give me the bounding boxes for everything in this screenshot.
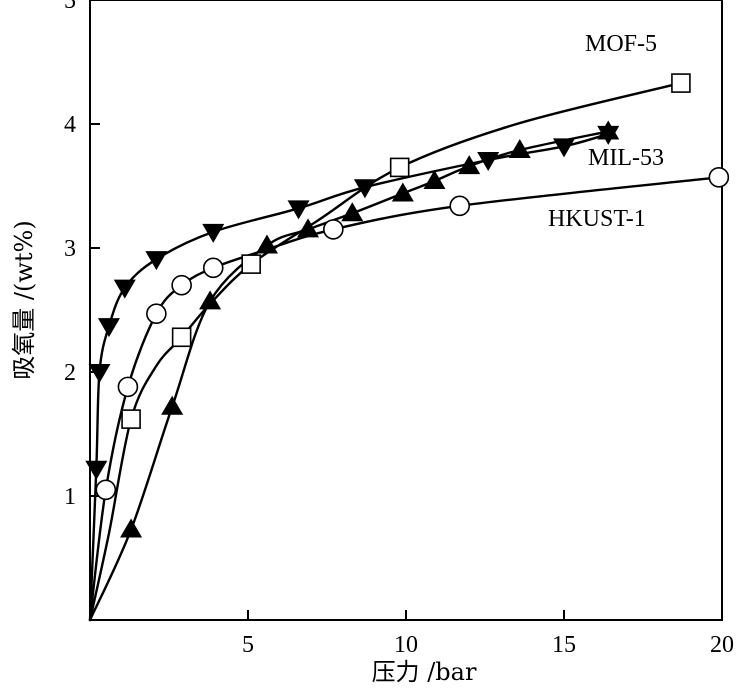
data-point-unlabeled bbox=[113, 279, 136, 299]
series-label-hkust1: HKUST-1 bbox=[548, 206, 646, 232]
data-point-mil53 bbox=[508, 139, 531, 159]
data-point-unlabeled bbox=[553, 138, 575, 158]
y-tick-label: 1 bbox=[64, 484, 76, 510]
data-point-unlabeled bbox=[88, 364, 111, 383]
data-point-unlabeled bbox=[597, 125, 620, 145]
y-tick-label: 2 bbox=[64, 360, 76, 386]
y-tick-label: 3 bbox=[64, 236, 76, 262]
data-point-mil53 bbox=[161, 395, 184, 415]
data-point-hkust1 bbox=[171, 274, 192, 296]
y-tick-label: 5 bbox=[64, 0, 76, 14]
x-axis-ticks: 5 10 15 20 bbox=[242, 610, 734, 658]
data-point-hkust1 bbox=[95, 479, 117, 501]
data-point-unlabeled bbox=[287, 200, 310, 220]
series-line-mil53 bbox=[88, 130, 610, 622]
x-tick-label: 5 bbox=[242, 632, 254, 658]
data-point-mil53 bbox=[391, 182, 414, 202]
data-point-mil53 bbox=[297, 218, 320, 238]
x-tick-label: 10 bbox=[394, 632, 418, 658]
data-point-mof5 bbox=[671, 73, 691, 93]
data-point-mil53 bbox=[120, 518, 143, 538]
y-axis-ticks: 1 2 3 4 5 bbox=[64, 0, 100, 510]
data-point-mof5 bbox=[389, 157, 410, 178]
x-axis-label: 压力 /bar bbox=[372, 658, 477, 686]
series-line-mof5 bbox=[88, 81, 683, 622]
data-point-mil53 bbox=[199, 290, 222, 310]
data-point-unlabeled bbox=[97, 318, 120, 338]
plot-frame bbox=[89, 0, 723, 621]
series-label-mof5: MOF-5 bbox=[585, 31, 657, 57]
data-point-hkust1 bbox=[708, 167, 730, 188]
data-point-mil53 bbox=[423, 170, 446, 190]
data-point-mof5 bbox=[121, 409, 141, 429]
series-line-unlabeled bbox=[88, 132, 610, 622]
data-point-unlabeled bbox=[353, 179, 376, 199]
data-point-unlabeled bbox=[85, 460, 108, 480]
data-point-unlabeled bbox=[202, 223, 225, 243]
data-point-mil53 bbox=[341, 202, 364, 222]
series-markers bbox=[85, 73, 730, 538]
data-point-mil53 bbox=[255, 234, 278, 254]
data-point-hkust1 bbox=[323, 219, 344, 240]
data-point-unlabeled bbox=[477, 151, 500, 171]
data-point-hkust1 bbox=[146, 303, 167, 325]
data-point-unlabeled bbox=[145, 251, 168, 271]
data-point-hkust1 bbox=[117, 376, 139, 398]
x-tick-label: 15 bbox=[552, 632, 576, 658]
y-tick-label: 4 bbox=[64, 112, 76, 138]
data-point-mof5 bbox=[171, 327, 192, 348]
series-label-mil53: MIL-53 bbox=[588, 145, 664, 171]
x-tick-label: 20 bbox=[710, 632, 734, 658]
data-point-hkust1 bbox=[202, 257, 224, 279]
data-point-mof5 bbox=[241, 254, 261, 274]
y-axis-label: 吸氧量 /(wt%) bbox=[10, 220, 38, 379]
data-point-hkust1 bbox=[449, 195, 471, 217]
data-point-mil53 bbox=[458, 155, 481, 175]
